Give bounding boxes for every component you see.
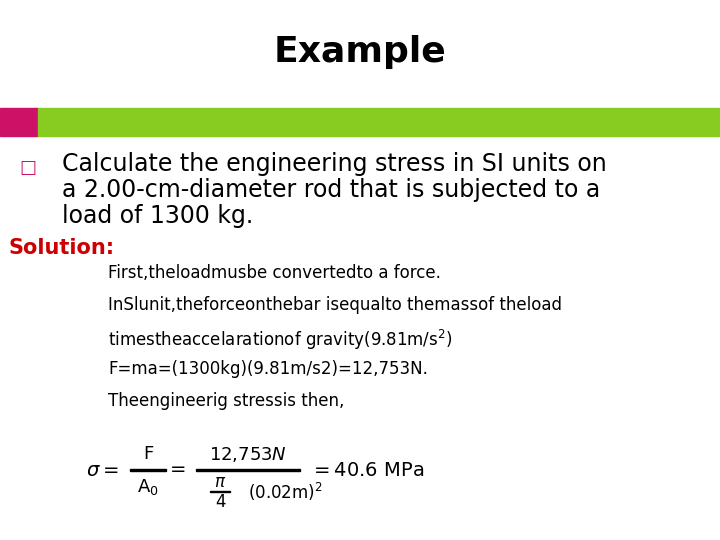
Bar <box>38 108 720 136</box>
Text: Calculate the engineering stress in SI units on: Calculate the engineering stress in SI u… <box>62 152 607 176</box>
Bar <box>0 108 38 136</box>
Text: Theengineerig stressis then,: Theengineerig stressis then, <box>108 392 344 410</box>
Text: F: F <box>143 445 153 463</box>
Text: First,theloadmusbe convertedto a force.: First,theloadmusbe convertedto a force. <box>108 264 441 282</box>
Text: F=ma=(1300kg)(9.81m/s2)=12,753N.: F=ma=(1300kg)(9.81m/s2)=12,753N. <box>108 360 428 378</box>
Text: A$_0$: A$_0$ <box>137 477 159 497</box>
Text: 4: 4 <box>215 493 225 511</box>
Text: $\sigma =$: $\sigma =$ <box>86 461 119 480</box>
Text: load of 1300 kg.: load of 1300 kg. <box>62 204 253 228</box>
Bar <box>210 490 230 492</box>
Text: $\pi$: $\pi$ <box>214 473 226 491</box>
Text: a 2.00-cm-diameter rod that is subjected to a: a 2.00-cm-diameter rod that is subjected… <box>62 178 600 202</box>
Text: InSlunit,theforceonthebar isequalto themassof theload: InSlunit,theforceonthebar isequalto them… <box>108 296 562 314</box>
Text: Solution:: Solution: <box>8 238 114 258</box>
Bar <box>196 469 300 471</box>
Text: $= 40.6$ MPa: $= 40.6$ MPa <box>310 461 424 480</box>
Text: timestheaccelarationof gravity(9.81m/s$^{2}$): timestheaccelarationof gravity(9.81m/s$^… <box>108 328 452 352</box>
Text: (0.02m)$^2$: (0.02m)$^2$ <box>248 481 323 503</box>
Text: 12,753$\it{N}$: 12,753$\it{N}$ <box>209 444 287 463</box>
Text: =: = <box>170 461 186 480</box>
Text: Example: Example <box>274 35 446 69</box>
Text: □: □ <box>19 159 37 177</box>
Bar <box>130 469 166 471</box>
